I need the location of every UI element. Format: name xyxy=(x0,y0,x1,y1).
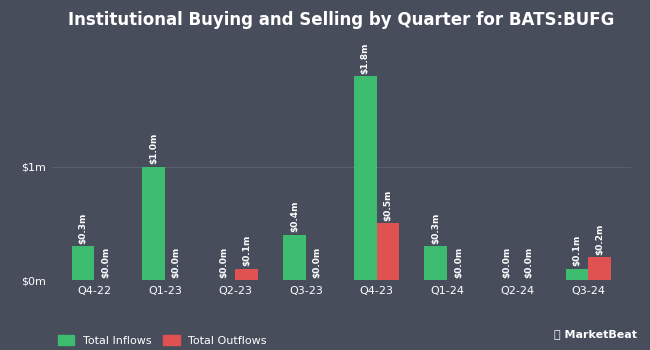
Bar xyxy=(354,76,376,280)
Text: ⼿ MarketBeat: ⼿ MarketBeat xyxy=(554,329,637,340)
Text: $0.1m: $0.1m xyxy=(573,235,581,266)
Bar xyxy=(142,167,165,280)
Text: $0.0m: $0.0m xyxy=(220,246,229,278)
Text: $0.1m: $0.1m xyxy=(242,235,251,266)
Text: $0.0m: $0.0m xyxy=(502,246,511,278)
Text: $0.0m: $0.0m xyxy=(172,246,181,278)
Text: $0.0m: $0.0m xyxy=(101,246,110,278)
Text: $1.8m: $1.8m xyxy=(361,42,370,74)
Bar xyxy=(235,269,258,280)
Text: $0.5m: $0.5m xyxy=(384,190,393,221)
Title: Institutional Buying and Selling by Quarter for BATS:BUFG: Institutional Buying and Selling by Quar… xyxy=(68,11,614,29)
Legend: Total Inflows, Total Outflows: Total Inflows, Total Outflows xyxy=(58,335,267,346)
Text: $0.0m: $0.0m xyxy=(454,246,463,278)
Bar xyxy=(588,257,611,280)
Text: $0.3m: $0.3m xyxy=(79,212,88,244)
Bar xyxy=(283,234,306,280)
Bar xyxy=(376,223,399,280)
Bar xyxy=(72,246,94,280)
Text: $0.2m: $0.2m xyxy=(595,224,604,255)
Text: $0.4m: $0.4m xyxy=(290,201,299,232)
Text: $0.0m: $0.0m xyxy=(525,246,534,278)
Text: $0.3m: $0.3m xyxy=(432,212,440,244)
Bar xyxy=(424,246,447,280)
Bar xyxy=(566,269,588,280)
Text: $0.0m: $0.0m xyxy=(313,246,322,278)
Text: $1.0m: $1.0m xyxy=(149,133,158,164)
